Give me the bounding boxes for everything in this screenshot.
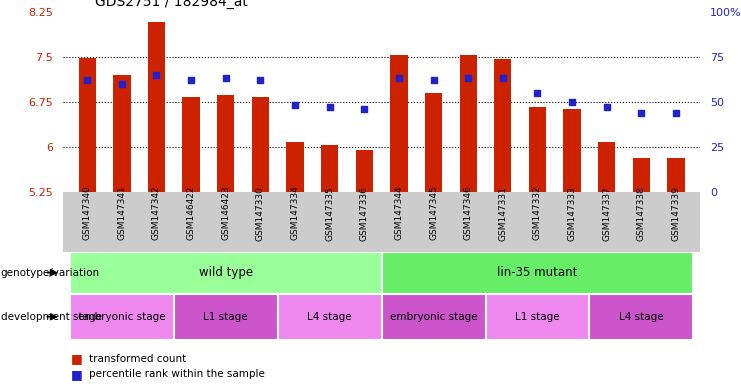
Bar	[356, 150, 373, 192]
Text: percentile rank within the sample: percentile rank within the sample	[89, 369, 265, 379]
Bar	[113, 75, 130, 192]
Point	[324, 104, 336, 110]
Bar	[382, 294, 485, 340]
Text: embryonic stage: embryonic stage	[390, 312, 477, 322]
Bar	[286, 142, 304, 192]
Point	[359, 106, 370, 112]
Bar	[494, 59, 511, 192]
Text: transformed count: transformed count	[89, 354, 186, 364]
Text: development stage: development stage	[1, 312, 102, 322]
Bar	[252, 97, 269, 192]
Point	[82, 77, 93, 83]
Text: ■: ■	[70, 368, 82, 381]
Point	[601, 104, 613, 110]
Bar	[485, 294, 589, 340]
Bar	[391, 55, 408, 192]
Bar	[70, 294, 174, 340]
Bar	[459, 55, 477, 192]
Point	[531, 90, 543, 96]
Point	[185, 77, 197, 83]
Bar	[182, 97, 200, 192]
Point	[636, 109, 648, 116]
Text: wild type: wild type	[199, 266, 253, 279]
Text: L1 stage: L1 stage	[515, 312, 559, 322]
Bar	[217, 94, 234, 192]
Point	[497, 75, 509, 81]
Text: L4 stage: L4 stage	[619, 312, 664, 322]
Text: L4 stage: L4 stage	[308, 312, 352, 322]
Point	[150, 71, 162, 78]
Text: lin-35 mutant: lin-35 mutant	[497, 266, 578, 279]
Bar	[563, 109, 581, 192]
Point	[393, 75, 405, 81]
Point	[116, 81, 127, 87]
Point	[289, 102, 301, 108]
Point	[428, 77, 439, 83]
Bar	[321, 145, 339, 192]
Point	[254, 77, 266, 83]
Bar	[148, 22, 165, 192]
Bar	[668, 158, 685, 192]
Text: embryonic stage: embryonic stage	[78, 312, 166, 322]
Point	[670, 109, 682, 116]
Bar	[633, 158, 650, 192]
Point	[462, 75, 474, 81]
Point	[220, 75, 232, 81]
Bar	[382, 252, 694, 294]
Text: genotype/variation: genotype/variation	[1, 268, 100, 278]
Bar	[529, 107, 546, 192]
Bar	[278, 294, 382, 340]
Bar	[174, 294, 278, 340]
Bar	[70, 252, 382, 294]
Bar	[79, 58, 96, 192]
Text: L1 stage: L1 stage	[204, 312, 248, 322]
Text: GDS2751 / 182984_at: GDS2751 / 182984_at	[95, 0, 247, 9]
Point	[566, 99, 578, 105]
Bar	[598, 142, 615, 192]
Text: ■: ■	[70, 353, 82, 366]
Bar	[425, 93, 442, 192]
Bar	[589, 294, 694, 340]
